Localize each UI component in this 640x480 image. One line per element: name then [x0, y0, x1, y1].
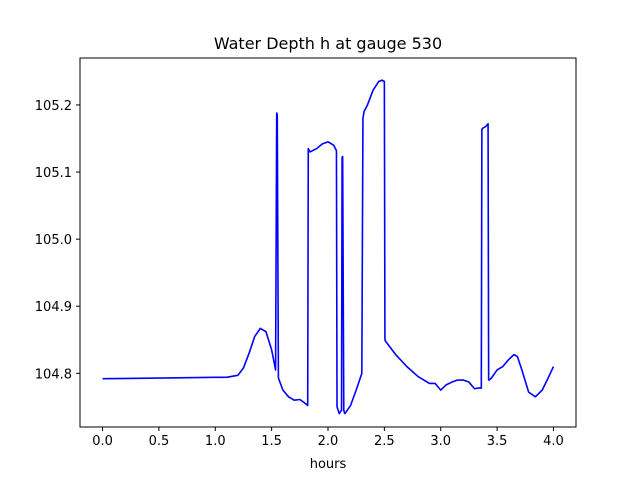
- plot-layer: [102, 79, 555, 415]
- x-tick-label: 1.0: [205, 434, 226, 449]
- x-axis-label: hours: [310, 457, 347, 472]
- y-tick-label: 104.9: [35, 300, 72, 315]
- x-tick-label: 3.5: [487, 434, 508, 449]
- y-tick-label: 105.1: [35, 166, 72, 181]
- plot-frame: [79, 57, 577, 428]
- x-tick-label: 1.5: [261, 434, 282, 449]
- y-tick-label: 105.0: [35, 233, 72, 248]
- series-line-0: [102, 79, 555, 415]
- y-tick-label: 105.2: [35, 99, 72, 114]
- x-tick-label: 0.5: [149, 434, 170, 449]
- x-tick-label: 2.0: [318, 434, 339, 449]
- x-tick-label: 2.5: [374, 434, 395, 449]
- y-tick-label: 104.8: [35, 367, 72, 382]
- chart-title: Water Depth h at gauge 530: [214, 34, 442, 53]
- x-tick-label: 0.0: [92, 434, 113, 449]
- x-tick-label: 3.0: [430, 434, 451, 449]
- ticks-layer: 0.0 0.5 1.0 1.5 2.0 2.5 3.0 3.5 4.0 104.8 104.9 105…: [35, 99, 564, 449]
- x-tick-label: 4.0: [543, 434, 564, 449]
